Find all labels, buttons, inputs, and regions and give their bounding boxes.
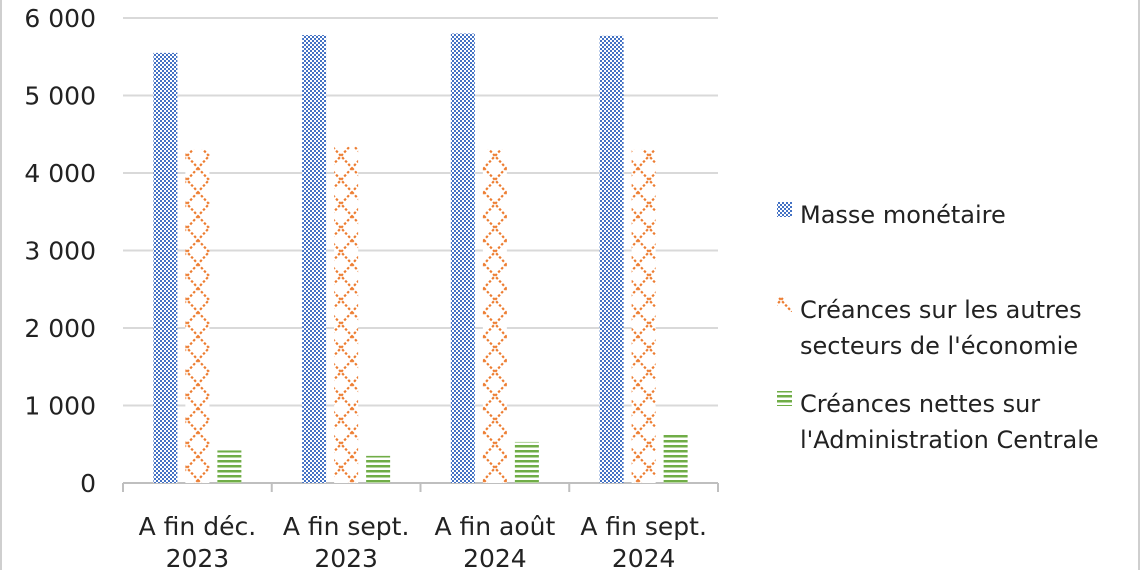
- x-axis: [122, 482, 719, 492]
- x-axis-labels: A fin déc. 2023 A fin sept. 2023 A fin août 2…: [139, 512, 707, 570]
- y-tick-label: 3 000: [24, 237, 96, 266]
- bar-series-3-3: [514, 441, 539, 483]
- bar-series-2-3: [482, 149, 507, 483]
- legend-swatch: [777, 297, 792, 312]
- bar-series-2-4: [631, 149, 656, 483]
- bar-series-3-1: [217, 450, 242, 483]
- bar-series-1-2: [302, 35, 327, 484]
- legend-label: Masse monétaire: [800, 201, 1006, 229]
- bar-series-3-2: [366, 455, 391, 483]
- legend-swatch: [777, 202, 792, 217]
- y-axis-ticks: 0 1 000 2 000 3 000 4 000 5 000 6 000: [24, 4, 96, 498]
- y-tick-label: 2 000: [24, 314, 96, 343]
- x-tick-label: A fin août 2024: [434, 512, 555, 570]
- x-tick-label: A fin sept. 2023: [283, 512, 410, 570]
- bar-series-2-2: [334, 146, 359, 483]
- x-tick-label: A fin sept. 2024: [580, 512, 707, 570]
- bar-series-1-3: [450, 33, 475, 483]
- legend-label: Créances nettes sur l'Administration Cent…: [800, 390, 1099, 454]
- x-tick-label: A fin déc. 2023: [139, 512, 257, 570]
- y-tick-label: 6 000: [24, 4, 96, 33]
- bar-series-1-4: [599, 35, 624, 483]
- y-tick-label: 4 000: [24, 159, 96, 188]
- bar-series-2-1: [185, 149, 210, 483]
- bar-series-3-4: [663, 434, 688, 483]
- gridlines: [123, 17, 718, 407]
- legend-swatch: [777, 391, 792, 406]
- legend: Masse monétaire Créances sur les autres se…: [777, 201, 1099, 454]
- y-tick-label: 0: [80, 469, 96, 498]
- legend-label: Créances sur les autres secteurs de l'éco…: [800, 296, 1082, 360]
- bars: [153, 33, 688, 484]
- bar-series-1-1: [153, 52, 178, 483]
- y-tick-label: 1 000: [24, 392, 96, 421]
- y-tick-label: 5 000: [24, 82, 96, 111]
